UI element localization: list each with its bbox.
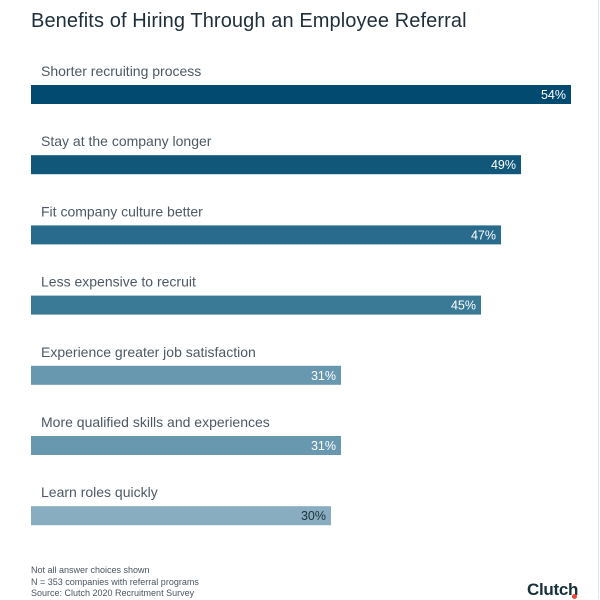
clutch-logo: Clutch (527, 580, 579, 599)
bar-value-label: 30% (301, 509, 326, 523)
footnotes: Not all answer choices shown N = 353 com… (31, 565, 199, 600)
category-label: Stay at the company longer (41, 133, 212, 149)
bar-value-label: 45% (451, 299, 476, 313)
bar (31, 155, 521, 175)
category-label: Less expensive to recruit (41, 274, 196, 290)
bar (31, 436, 341, 455)
category-label: More qualified skills and experiences (41, 414, 270, 430)
bar-value-label: 54% (541, 88, 566, 102)
bar (31, 506, 331, 526)
category-label: Experience greater job satisfaction (41, 344, 256, 360)
bar-value-label: 31% (311, 439, 336, 453)
bar-value-label: 47% (471, 228, 496, 242)
category-label: Fit company culture better (41, 203, 203, 219)
bar (31, 85, 571, 104)
category-label: Learn roles quickly (41, 484, 158, 500)
bar-value-label: 31% (311, 369, 336, 383)
footnote-line: N = 353 companies with referral programs (31, 576, 199, 587)
footnote-line: Not all answer choices shown (31, 565, 150, 575)
logo-dot-icon (572, 594, 577, 599)
bar (31, 225, 501, 245)
bar (31, 295, 481, 315)
bar-value-label: 49% (491, 158, 516, 172)
chart-title: Benefits of Hiring Through an Employee R… (31, 10, 467, 32)
footnote-line: Source: Clutch 2020 Recruitment Survey (31, 588, 195, 598)
category-label: Shorter recruiting process (41, 63, 201, 79)
bar (31, 365, 341, 385)
